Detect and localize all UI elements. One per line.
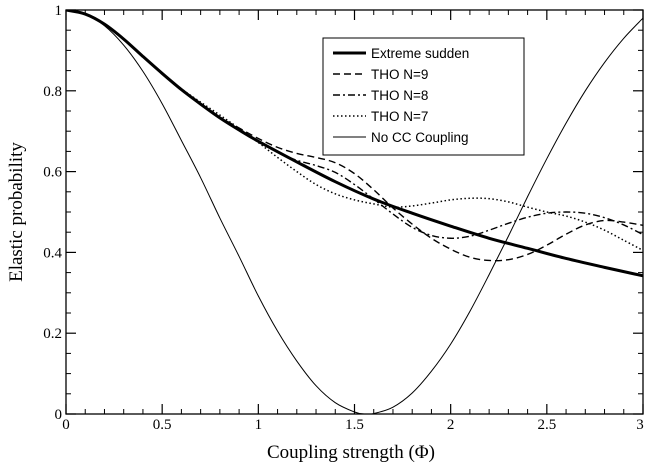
y-tick-label: 0 [55,407,63,423]
y-axis-label: Elastic probability [6,142,27,282]
x-tick-label: 1 [255,417,263,433]
legend-label: THO N=8 [371,88,428,103]
y-tick-label: 0.2 [43,326,62,342]
x-tick-label: 2 [447,417,455,433]
plot-frame [65,9,644,415]
x-tick-label: 2.5 [537,417,556,433]
y-tick-label: 0.8 [43,84,62,100]
legend-label: No CC Coupling [371,130,469,145]
series-line-tho-n-7 [66,10,643,252]
minor-ticks [66,10,643,414]
legend-label: THO N=7 [371,109,428,124]
series-line-tho-n-8 [66,10,643,239]
y-tick-label: 0.6 [43,165,62,181]
legend-label: THO N=9 [371,67,428,82]
x-axis-label: Coupling strength (Φ) [267,442,435,463]
y-tick-label: 0.4 [43,245,62,261]
legend-label: Extreme sudden [371,46,469,61]
series-lines [66,10,643,414]
x-tick-labels: 0 0.5 1 1.5 2 2.5 3 [62,417,644,433]
x-tick-label: 0 [62,417,70,433]
legend-entries: Extreme sudden THO N=9 THO N=8 THO N=7 No CC… [333,46,469,145]
x-tick-label: 0.5 [153,417,172,433]
y-tick-label: 1 [55,3,63,19]
legend-box [322,37,525,156]
legend: Extreme sudden THO N=9 THO N=8 THO N=7 No CC… [322,37,525,156]
y-tick-labels: 0 0.2 0.4 0.6 0.8 1 [43,3,62,423]
x-tick-label: 3 [636,417,644,433]
series-line-tho-n-9 [66,10,643,262]
x-tick-label: 1.5 [345,417,364,433]
